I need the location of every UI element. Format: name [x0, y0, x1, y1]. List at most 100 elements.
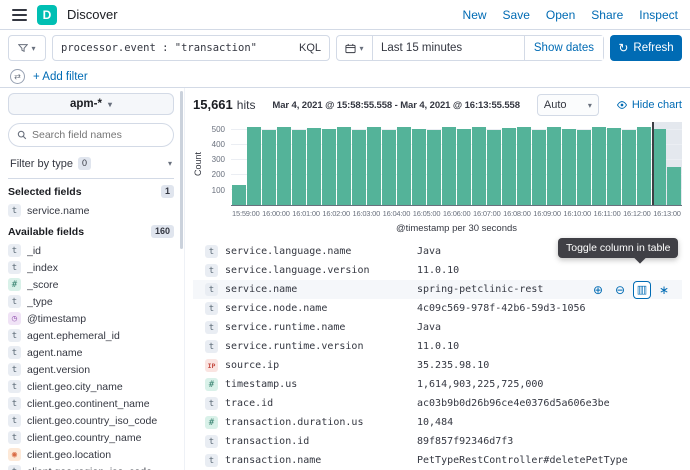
- nav-link-inspect[interactable]: Inspect: [639, 7, 678, 22]
- add-filter-button[interactable]: + Add filter: [33, 70, 88, 83]
- field-item[interactable]: # _score: [8, 276, 174, 293]
- histogram-bar[interactable]: [622, 129, 636, 205]
- doc-table-row[interactable]: IP source.ip 35.235.98.10: [193, 356, 682, 375]
- field-item[interactable]: t client.geo.city_name: [8, 378, 174, 395]
- filter-by-type-button[interactable]: Filter by type 0 ▾: [8, 155, 174, 179]
- quick-select-button[interactable]: ▾: [337, 36, 373, 60]
- histogram-bar[interactable]: [517, 126, 531, 205]
- doc-table-row[interactable]: t service.runtime.version 11.0.10: [193, 337, 682, 356]
- doc-table-row[interactable]: t transaction.name PetTypeRestController…: [193, 451, 682, 470]
- nav-link-open[interactable]: Open: [545, 7, 576, 22]
- histogram-bar[interactable]: [532, 129, 546, 205]
- field-item[interactable]: ◉ client.geo.location: [8, 446, 174, 463]
- doc-table-row[interactable]: t service.runtime.name Java: [193, 318, 682, 337]
- histogram-bar[interactable]: [382, 130, 396, 205]
- histogram-bar[interactable]: [397, 126, 411, 205]
- doc-field-value: 10,484: [417, 417, 454, 428]
- gridline: [231, 128, 682, 130]
- chevron-down-icon: ▾: [359, 43, 364, 53]
- field-item[interactable]: t agent.name: [8, 344, 174, 361]
- histogram-bar[interactable]: [412, 128, 426, 205]
- histogram-bar[interactable]: [277, 126, 291, 205]
- x-tick-label: 16:08:00: [503, 209, 531, 218]
- index-pattern-label: apm-*: [70, 98, 102, 110]
- toggle-column-icon[interactable]: ▥: [634, 281, 650, 298]
- saved-query-menu-button[interactable]: ▾: [8, 35, 46, 61]
- filter-field-present-icon[interactable]: ∗: [658, 282, 670, 297]
- field-item[interactable]: t _index: [8, 259, 174, 276]
- histogram-bar[interactable]: [262, 129, 276, 205]
- search-icon: [17, 130, 27, 140]
- histogram-bar[interactable]: [247, 127, 261, 205]
- doc-field-value: Java: [417, 246, 442, 257]
- field-item[interactable]: t client.geo.region_iso_code: [8, 463, 174, 470]
- histogram-bar[interactable]: [562, 128, 576, 205]
- field-item[interactable]: t _id: [8, 242, 174, 259]
- refresh-button[interactable]: ↻ Refresh: [610, 35, 682, 61]
- doc-table-row[interactable]: t service.name spring-petclinic-rest ⊕ ⊖ ▥…: [193, 280, 682, 299]
- histogram-bar[interactable]: [307, 128, 321, 205]
- hits-label: hits: [236, 98, 256, 112]
- field-item[interactable]: t _type: [8, 293, 174, 310]
- histogram-bar[interactable]: [367, 127, 381, 205]
- interval-select[interactable]: Auto ▾: [536, 94, 599, 116]
- histogram-bar[interactable]: [337, 126, 351, 205]
- field-type-icon: t: [8, 346, 21, 359]
- field-item[interactable]: t agent.ephemeral_id: [8, 327, 174, 344]
- histogram-bar[interactable]: [592, 126, 606, 205]
- query-language-button[interactable]: KQL: [298, 42, 321, 54]
- histogram-bar[interactable]: [502, 128, 516, 205]
- hide-chart-button[interactable]: Hide chart: [616, 99, 682, 111]
- histogram-bar[interactable]: [607, 128, 621, 205]
- filter-for-value-icon[interactable]: ⊕: [592, 282, 604, 297]
- doc-table-row[interactable]: t transaction.id 89f857f92346d7f3: [193, 432, 682, 451]
- histogram-bar[interactable]: [472, 126, 486, 205]
- tooltip: Toggle column in table: [558, 238, 679, 258]
- selected-fields-header: Selected fields 1: [8, 185, 174, 198]
- sidebar-scrollbar[interactable]: [180, 91, 183, 249]
- field-type-icon: #: [205, 378, 218, 391]
- doc-table-row[interactable]: t trace.id ac03b9b0d26b96ce4e0376d5a606e…: [193, 394, 682, 413]
- query-input[interactable]: [61, 42, 293, 54]
- histogram-bar[interactable]: [232, 185, 246, 205]
- histogram-bar[interactable]: [652, 128, 666, 205]
- filter-out-value-icon[interactable]: ⊖: [614, 282, 626, 297]
- nav-link-new[interactable]: New: [462, 7, 487, 22]
- histogram-bar[interactable]: [457, 128, 471, 205]
- doc-field-name: service.language.name: [225, 246, 352, 257]
- doc-field-name: service.node.name: [225, 303, 328, 314]
- field-item[interactable]: t client.geo.country_name: [8, 429, 174, 446]
- histogram-bar[interactable]: [292, 130, 306, 205]
- field-item[interactable]: ◷ @timestamp: [8, 310, 174, 327]
- doc-field-value: ac03b9b0d26b96ce4e0376d5a606e3be: [417, 398, 610, 409]
- filter-icon: [18, 44, 29, 53]
- histogram-bar[interactable]: [667, 166, 681, 205]
- filter-options-icon[interactable]: ⇄: [10, 69, 25, 84]
- doc-table-row[interactable]: t service.node.name 4c09c569-978f-42b6-5…: [193, 299, 682, 318]
- doc-table-row[interactable]: t service.language.version 11.0.10: [193, 261, 682, 280]
- nav-link-share[interactable]: Share: [591, 7, 624, 22]
- histogram-bar[interactable]: [487, 130, 501, 205]
- time-range-button[interactable]: Last 15 minutes: [381, 42, 463, 54]
- menu-icon[interactable]: [12, 8, 27, 21]
- doc-table-row[interactable]: # transaction.duration.us 10,484: [193, 413, 682, 432]
- histogram-bar[interactable]: [547, 127, 561, 205]
- space-badge[interactable]: D: [37, 4, 57, 25]
- histogram-bar[interactable]: [577, 130, 591, 205]
- histogram-bar[interactable]: [637, 127, 651, 205]
- histogram-bar[interactable]: [322, 128, 336, 205]
- doc-table-row[interactable]: # timestamp.us 1,614,903,225,725,000: [193, 375, 682, 394]
- histogram-bar[interactable]: [427, 129, 441, 205]
- show-dates-button[interactable]: Show dates: [523, 36, 603, 60]
- nav-link-save[interactable]: Save: [502, 7, 530, 22]
- histogram-bar[interactable]: [442, 127, 456, 205]
- histogram-bar[interactable]: [352, 129, 366, 205]
- field-item[interactable]: t service.name: [8, 202, 174, 219]
- field-search-input[interactable]: [32, 129, 165, 141]
- field-item[interactable]: t client.geo.country_iso_code: [8, 412, 174, 429]
- field-item[interactable]: t client.geo.continent_name: [8, 395, 174, 412]
- y-axis-labels: 100 200 300 400 500: [203, 122, 227, 206]
- index-pattern-select[interactable]: apm-* ▾: [8, 93, 174, 115]
- field-item[interactable]: t agent.version: [8, 361, 174, 378]
- doc-table-row[interactable]: t service.language.name Java: [193, 242, 682, 261]
